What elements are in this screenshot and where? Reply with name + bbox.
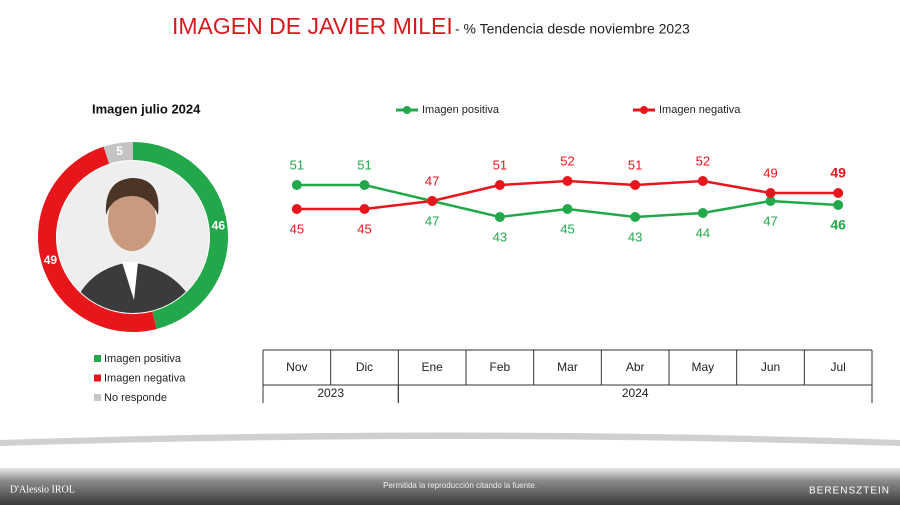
legend-label: Imagen positiva [422, 104, 500, 116]
donut-value-label: 5 [116, 144, 123, 158]
data-label: 49 [830, 165, 846, 181]
donut-value-label: 49 [44, 253, 58, 267]
legend-label: Imagen negativa [104, 372, 186, 384]
donut-segment [133, 142, 229, 330]
x-tick-label: Feb [489, 360, 510, 374]
data-label: 45 [560, 221, 574, 236]
donut-segment [103, 142, 133, 164]
legend-label: Imagen negativa [659, 104, 741, 116]
donut-value-label: 46 [212, 218, 226, 232]
year-label: 2024 [622, 386, 649, 400]
main-title: IMAGEN DE JAVIER MILEI [172, 13, 453, 39]
footer-right: BERENSZTEIN [809, 486, 890, 497]
x-tick-label: Nov [286, 360, 307, 374]
data-label: 51 [290, 157, 304, 172]
data-label: 52 [696, 153, 710, 168]
data-label: 45 [357, 221, 371, 236]
donut-segment [37, 146, 157, 333]
donut-title: Imagen julio 2024 [92, 101, 201, 116]
legend-marker [403, 106, 411, 114]
data-label: 43 [493, 229, 507, 244]
legend-swatch [94, 355, 101, 362]
point [630, 212, 641, 222]
x-tick-label: Jun [761, 360, 780, 374]
legend-swatch [94, 374, 101, 382]
data-label: 44 [696, 225, 710, 240]
x-tick-label: May [691, 360, 714, 374]
data-label: 45 [290, 221, 304, 236]
data-label: 51 [628, 157, 642, 172]
legend-marker [640, 106, 648, 114]
x-tick-label: Jul [830, 360, 845, 374]
data-label: 51 [357, 157, 371, 172]
point [833, 200, 844, 210]
point [562, 204, 573, 214]
data-label: 47 [425, 173, 439, 188]
point [427, 196, 438, 206]
point [697, 208, 708, 218]
subtitle: - % Tendencia desde noviembre 2023 [455, 21, 690, 37]
legend-label: No responde [104, 392, 167, 404]
data-label: 47 [763, 213, 777, 228]
data-label: 43 [628, 229, 642, 244]
point [765, 196, 776, 206]
data-label: 46 [830, 217, 846, 233]
footer-band [0, 468, 900, 505]
point [562, 176, 573, 186]
point [494, 212, 505, 222]
legend-label: Imagen positiva [104, 353, 182, 365]
legend-swatch [94, 394, 101, 401]
footer-swoosh [0, 432, 900, 446]
point [833, 188, 844, 198]
point [359, 180, 370, 190]
x-tick-label: Abr [626, 360, 645, 374]
year-label: 2023 [317, 386, 344, 400]
point [359, 204, 370, 214]
data-label: 49 [763, 165, 777, 180]
point [291, 180, 302, 190]
x-tick-label: Dic [356, 360, 373, 374]
data-label: 47 [425, 213, 439, 228]
point [765, 188, 776, 198]
point [291, 204, 302, 214]
data-label: 52 [560, 153, 574, 168]
point [697, 176, 708, 186]
point [494, 180, 505, 190]
footer-left: D'Alessio IROL [10, 484, 75, 495]
x-tick-label: Mar [557, 360, 578, 374]
data-label: 51 [493, 157, 507, 172]
footer-center: Permitida la reproducción citando la fue… [383, 481, 537, 490]
point [630, 180, 641, 190]
x-tick-label: Ene [421, 360, 443, 374]
